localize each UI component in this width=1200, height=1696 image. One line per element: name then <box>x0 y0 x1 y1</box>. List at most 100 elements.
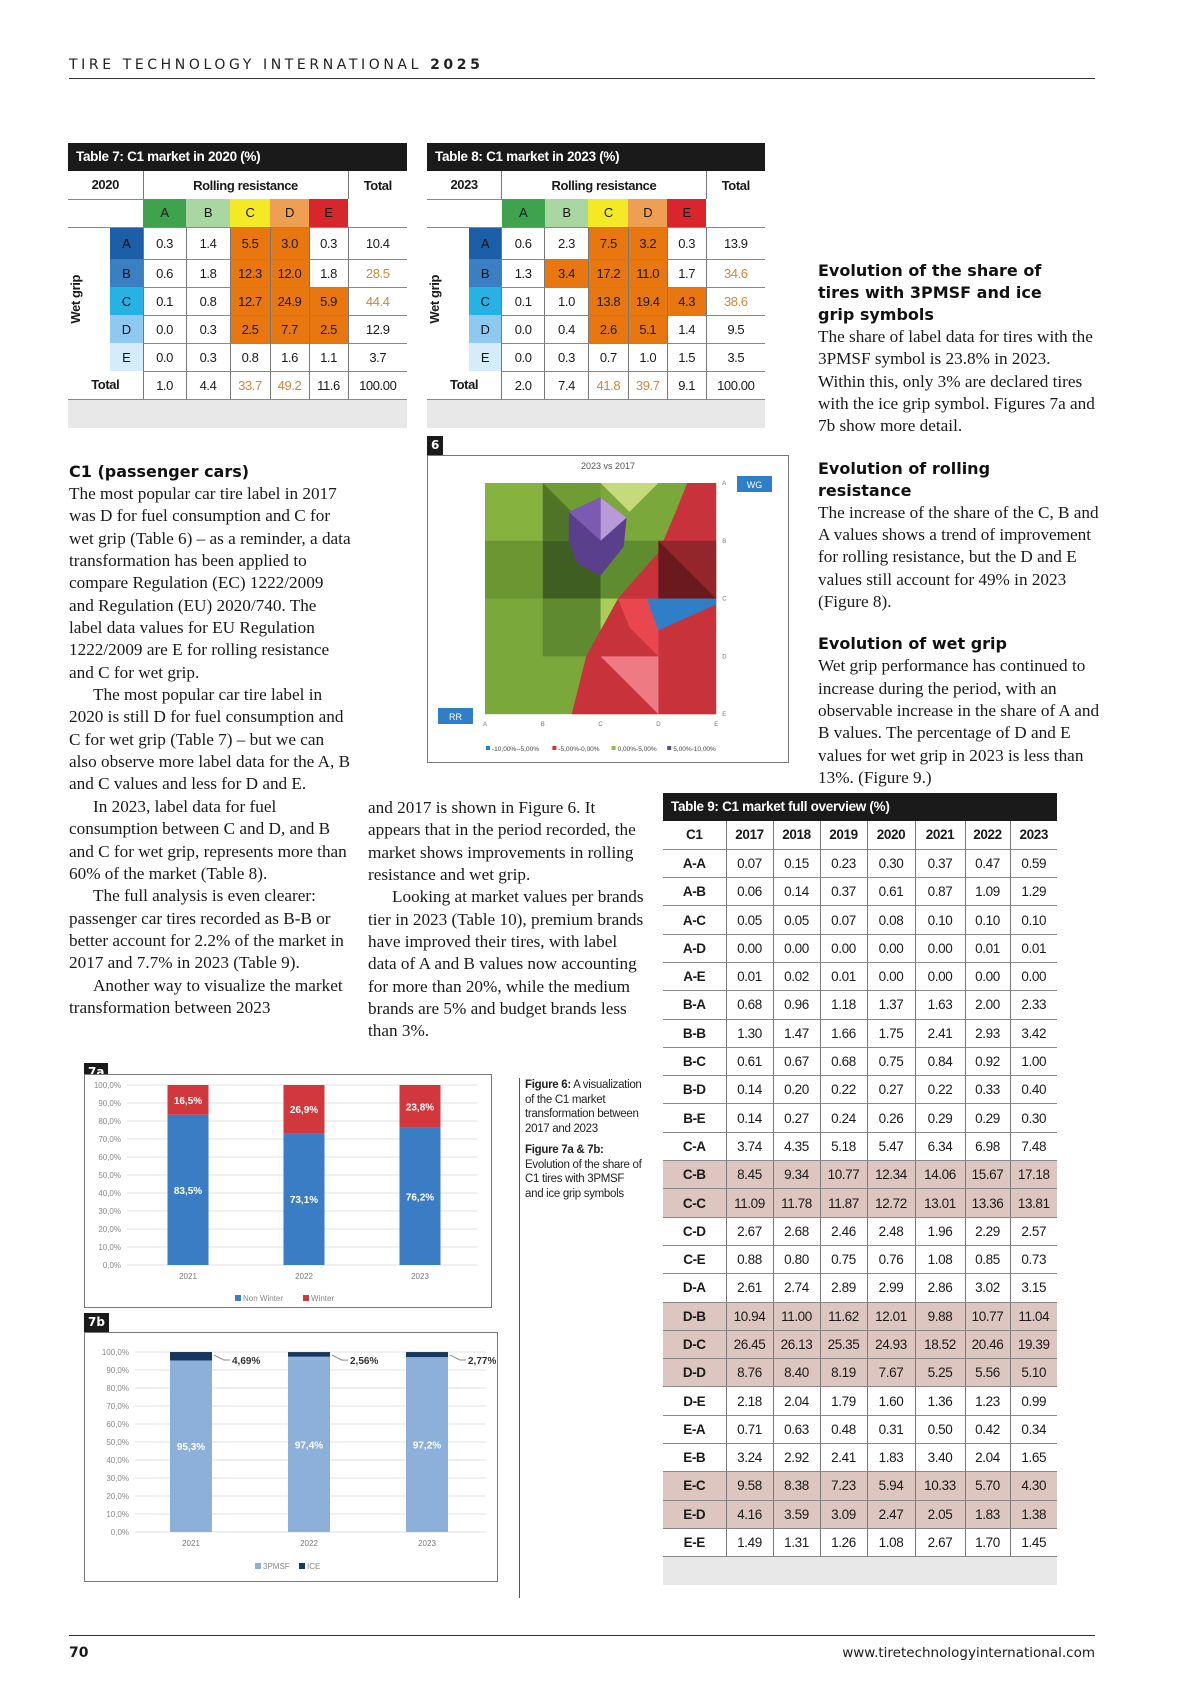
section-heading: C1 (passenger cars) <box>69 462 250 481</box>
header-row: C1 2017 2018 2019 2020 2021 2022 2023 <box>663 821 1057 850</box>
footer-url[interactable]: www.tiretechnologyinternational.com <box>842 1645 1095 1661</box>
table-row: A-B 0.06 0.14 0.37 0.61 0.87 1.09 1.29 <box>663 877 1057 907</box>
table-cell: 0.3 <box>186 343 231 372</box>
table-cell: 0.00 <box>867 934 916 963</box>
table-cell: 3.2 <box>628 227 668 260</box>
heat-region <box>600 483 659 512</box>
table-cell: 11.0 <box>628 259 668 288</box>
table-cell: 0.1 <box>143 287 187 316</box>
data-label: 83,5% <box>174 1186 202 1197</box>
table-row: D-A 2.61 2.74 2.89 2.99 2.86 3.02 3.15 <box>663 1273 1057 1303</box>
table-cell: 2.29 <box>965 1217 1011 1246</box>
data-label: 16,5% <box>174 1096 202 1107</box>
row-label: C-E <box>663 1245 727 1275</box>
table-cell: 1.18 <box>820 990 868 1020</box>
table-row: C-E 0.88 0.80 0.75 0.76 1.08 0.85 0.73 <box>663 1245 1057 1275</box>
rr-grade-A: A <box>501 199 545 228</box>
table-cell: 0.88 <box>726 1245 774 1275</box>
table-cell: 7.7 <box>270 315 310 344</box>
row-total: 44.4 <box>348 287 407 316</box>
table-cell: 26.13 <box>773 1330 821 1360</box>
rr-grade-D: D <box>628 199 668 228</box>
table-cell: 1.83 <box>965 1500 1011 1529</box>
table-cell: 1.08 <box>867 1528 916 1558</box>
section: Evolution of rolling resistance The incre… <box>818 458 1100 614</box>
x-tick: 2023 <box>411 1272 429 1281</box>
heat-region <box>600 656 659 715</box>
table-row: A-A 0.07 0.15 0.23 0.30 0.37 0.47 0.59 <box>663 849 1057 879</box>
table-cell: 2.68 <box>773 1217 821 1246</box>
table-row: Wet grip A 0.6 2.3 7.5 3.2 0.3 13.9 <box>427 227 765 324</box>
table-cell: 0.31 <box>867 1415 916 1445</box>
table-cell: 2.86 <box>915 1273 966 1303</box>
row-label: C-B <box>663 1160 727 1190</box>
table-cell: 0.10 <box>1010 905 1057 935</box>
column-total: 9.1 <box>667 371 707 400</box>
y-tick: 40,0% <box>106 1456 129 1465</box>
table-row: B-A 0.68 0.96 1.18 1.37 1.63 2.00 2.33 <box>663 990 1057 1020</box>
x-tick: 2023 <box>418 1539 436 1548</box>
row-total: 9.5 <box>706 315 765 344</box>
table-cell: 0.3 <box>544 343 589 372</box>
paragraph: Another way to visualize the market tran… <box>69 975 343 1017</box>
table-cell: 5.18 <box>820 1132 868 1162</box>
y-tick: 70,0% <box>106 1402 129 1411</box>
table-cell: 12.3 <box>230 259 271 288</box>
table-cell: 0.75 <box>867 1047 916 1077</box>
table-cell: 0.1 <box>501 287 546 316</box>
legend-label: -10,00%--5,00% <box>492 746 539 753</box>
totals-row: Total 2.0 7.4 41.8 39.7 9.1 100.00 <box>427 371 765 400</box>
row-label: E-D <box>663 1500 727 1529</box>
table-cell: 13.8 <box>588 287 629 316</box>
table-cell: 3.4 <box>544 259 589 288</box>
table-cell: 7.5 <box>588 227 629 260</box>
table-row: B 1.3 3.4 17.2 11.0 1.7 34.6 <box>427 259 765 288</box>
table-cell: 1.3 <box>501 259 546 288</box>
table-cell: 0.01 <box>726 962 774 992</box>
y-tick: 70,0% <box>98 1135 121 1144</box>
bar-ice <box>170 1352 212 1361</box>
table-row: D 0.0 0.4 2.6 5.1 1.4 9.5 <box>427 315 765 344</box>
table-9: Table 9: C1 market full overview (%) C1 20… <box>663 793 1057 1586</box>
data-label: 73,1% <box>290 1195 318 1206</box>
y-tick: 30,0% <box>106 1474 129 1483</box>
row-label: D-B <box>663 1302 727 1331</box>
table-cell: 5.5 <box>230 227 271 260</box>
table-cell: 4.30 <box>1010 1471 1057 1501</box>
table-row: C-B 8.45 9.34 10.77 12.34 14.06 15.67 17.18 <box>663 1160 1057 1190</box>
figure-7a: 0,0% 10,0% 20,0% 30,0% 40,0% 50,0% 60,0% 70,0% 8… <box>84 1074 492 1308</box>
rr-header: Rolling resistance <box>143 171 349 199</box>
table-cell: 0.0 <box>143 315 187 344</box>
row-total: 3.5 <box>706 343 765 372</box>
table-cell: 1.75 <box>867 1019 916 1048</box>
column-total: 1.0 <box>143 371 187 400</box>
table-cell: 12.01 <box>867 1302 916 1331</box>
row-label: D-A <box>663 1273 727 1303</box>
table-cell: 5.1 <box>628 315 668 344</box>
y-tick: 30,0% <box>98 1207 121 1216</box>
table-footer-band <box>427 399 765 428</box>
table-row: E-A 0.71 0.63 0.48 0.31 0.50 0.42 0.34 <box>663 1415 1057 1445</box>
table-cell: 0.01 <box>965 934 1011 963</box>
table-cell: 1.6 <box>270 343 310 372</box>
table-cell: 19.39 <box>1010 1330 1057 1360</box>
data-label: 26,9% <box>290 1105 318 1116</box>
table-cell: 5.9 <box>309 287 349 316</box>
table-cell: 0.22 <box>820 1075 868 1105</box>
paragraph: and 2017 is shown in Figure 6. It appear… <box>368 798 636 885</box>
table-cell: 17.18 <box>1010 1160 1057 1190</box>
table-cell: 0.00 <box>915 934 966 963</box>
y-tick: 10,0% <box>106 1510 129 1519</box>
wg-grade-D: D <box>468 315 503 343</box>
table-title: Table 7: C1 market in 2020 (%) <box>68 143 407 171</box>
data-label: 4,69% <box>232 1356 260 1367</box>
table-cell: 8.45 <box>726 1160 774 1190</box>
table-row: C-D 2.67 2.68 2.46 2.48 1.96 2.29 2.57 <box>663 1217 1057 1246</box>
paragraph: The most popular car tire label in 2020 … <box>69 685 351 794</box>
column-total: 33.7 <box>230 371 271 400</box>
table-cell: 2.04 <box>773 1386 821 1416</box>
caption-fig6: Figure 6: A visualization of the C1 mark… <box>525 1078 644 1136</box>
figure-7b-label: 7b <box>84 1313 109 1332</box>
y-tick: 60,0% <box>98 1153 121 1162</box>
year-header: 2023 <box>427 171 503 200</box>
